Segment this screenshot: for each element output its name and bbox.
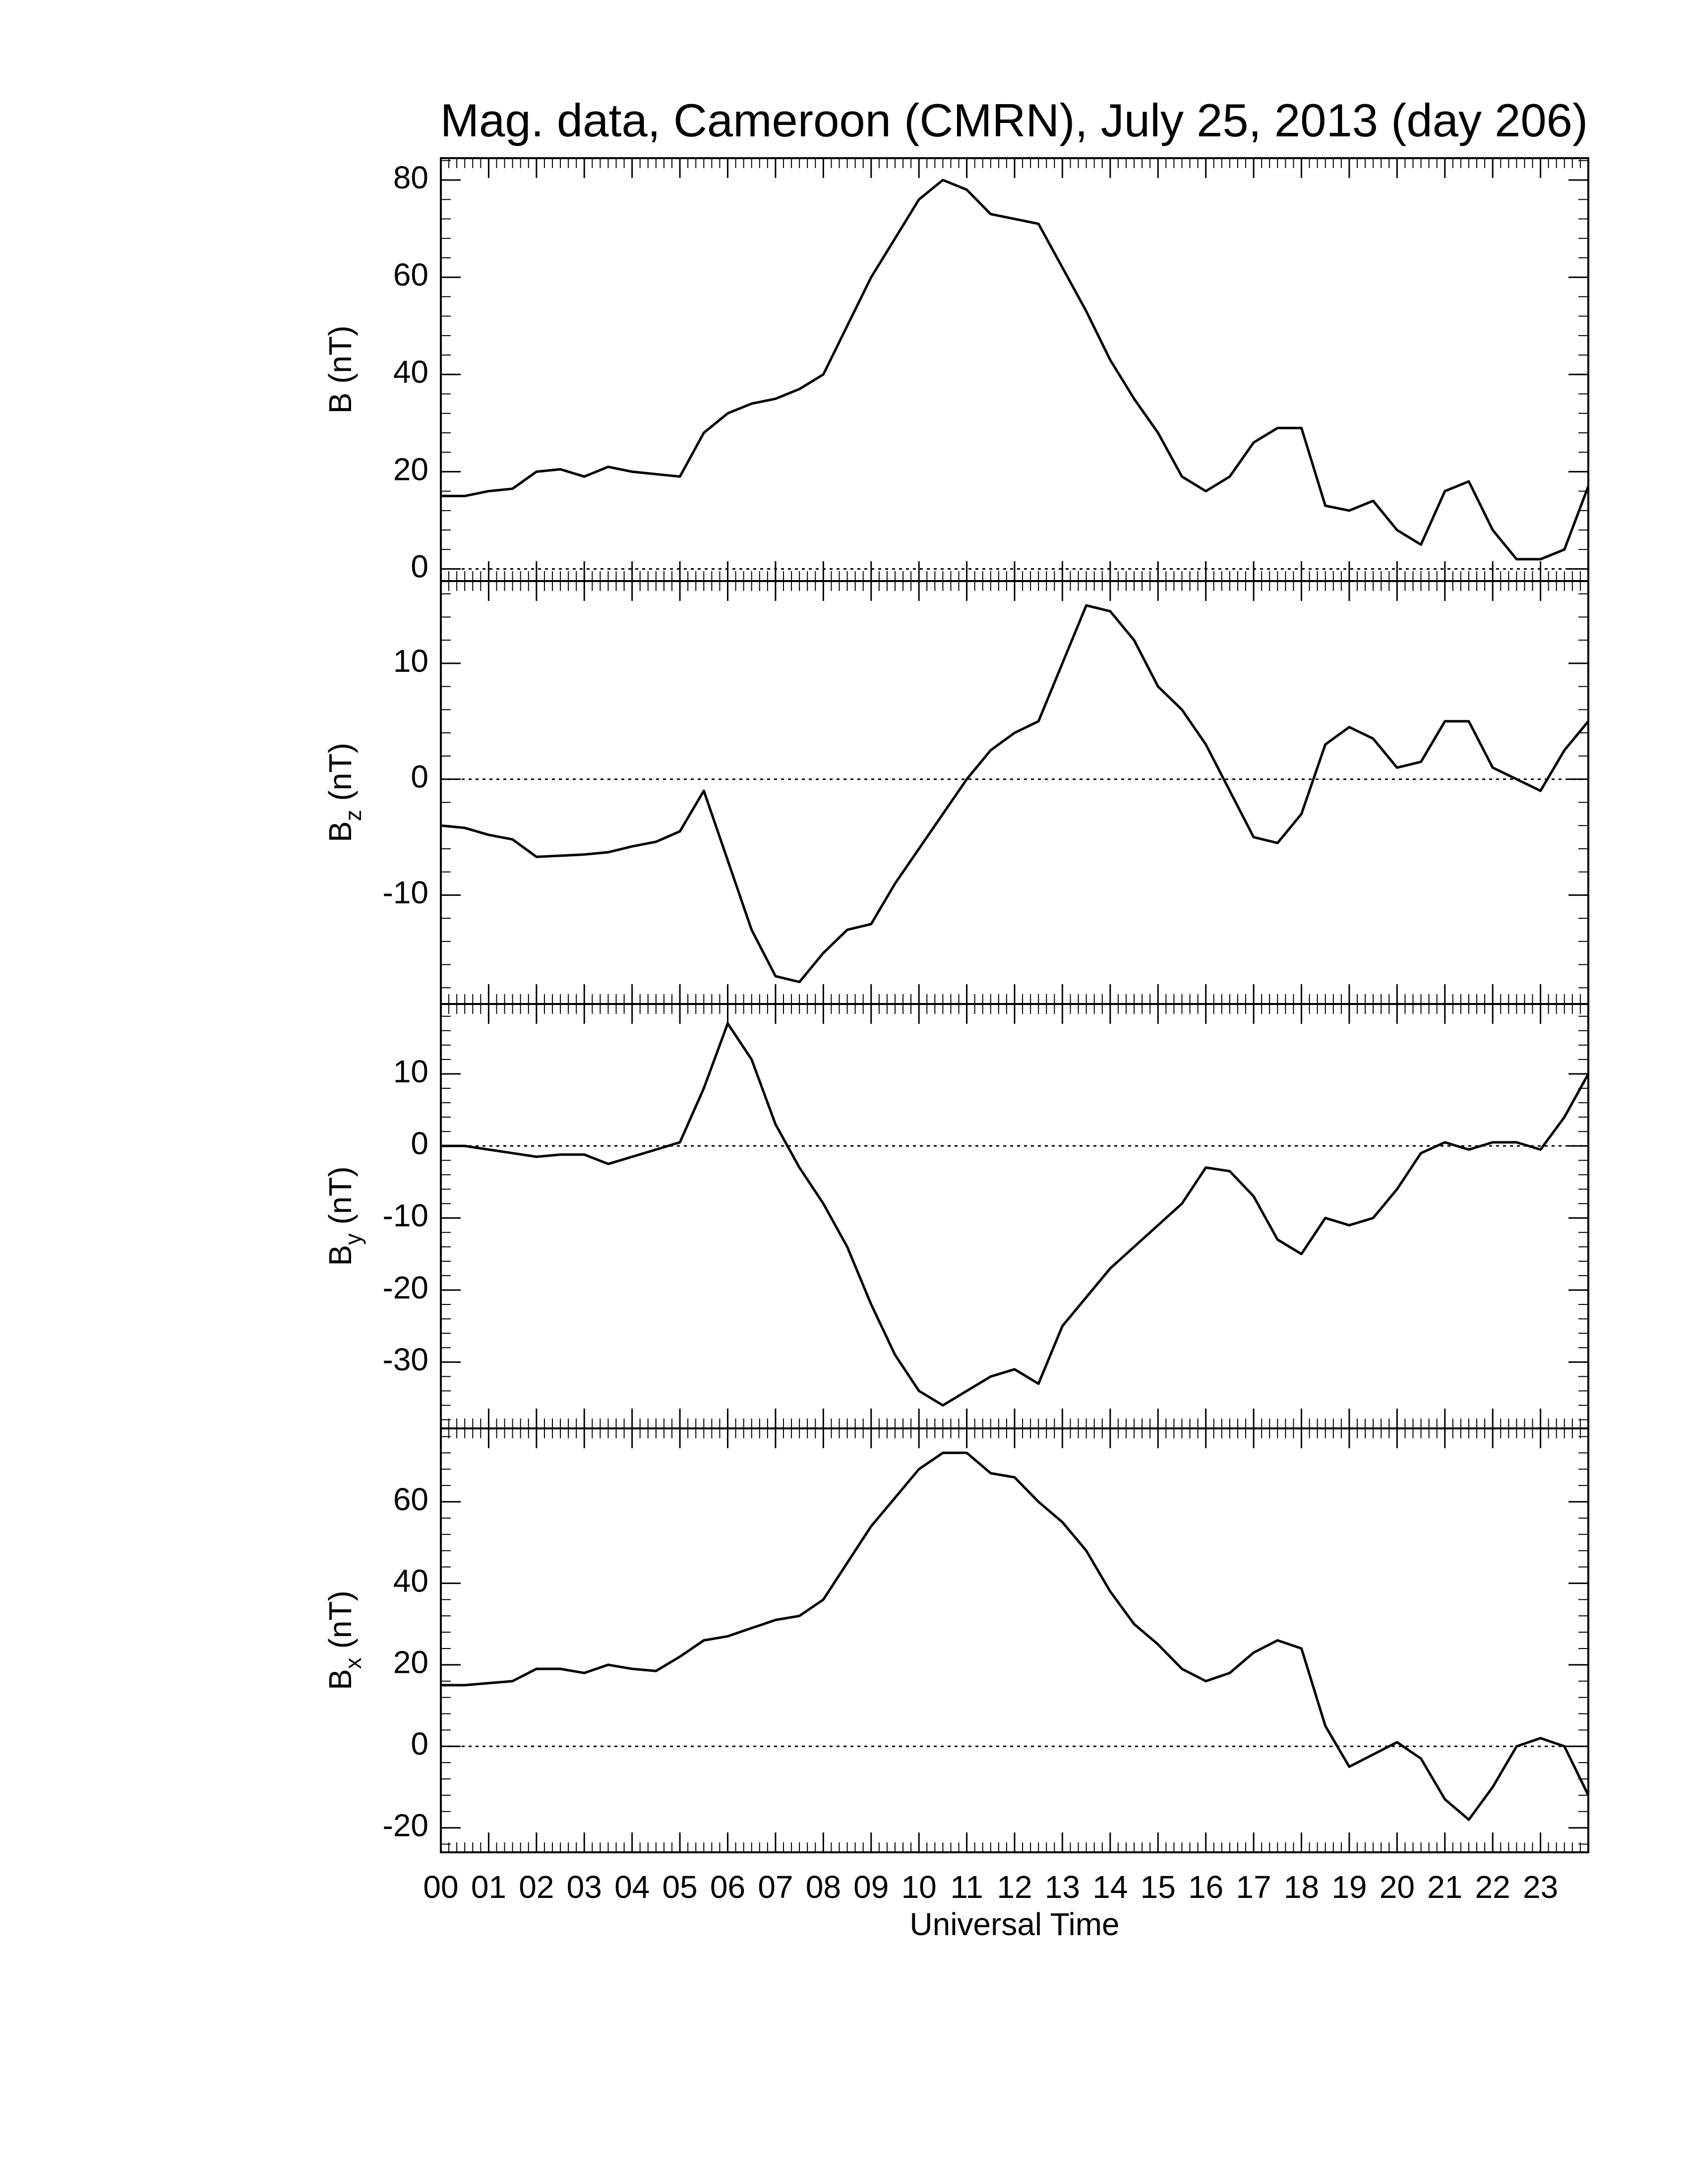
y-label-unit: (nT) bbox=[322, 1167, 358, 1225]
y-axis-label: By (nT) bbox=[322, 1167, 366, 1266]
x-tick-label: 22 bbox=[1475, 1869, 1510, 1905]
x-tick-label: 12 bbox=[997, 1869, 1032, 1905]
x-tick-label: 03 bbox=[567, 1869, 602, 1905]
x-tick-label: 01 bbox=[471, 1869, 506, 1905]
y-tick-label: 0 bbox=[411, 759, 428, 795]
y-label-unit: (nT) bbox=[322, 326, 358, 384]
x-tick-label: 02 bbox=[519, 1869, 554, 1905]
data-line bbox=[441, 1451, 1590, 1821]
y-tick-label: 0 bbox=[411, 1125, 428, 1161]
y-tick-label: -20 bbox=[383, 1808, 429, 1843]
y-label-space bbox=[322, 1649, 358, 1657]
y-axis-label: Bx (nT) bbox=[322, 1591, 366, 1690]
y-label-sub: z bbox=[340, 810, 366, 821]
x-tick-label: 14 bbox=[1092, 1869, 1128, 1905]
plot-frame bbox=[440, 580, 1589, 1005]
y-label-unit: (nT) bbox=[322, 1591, 358, 1649]
y-label-space bbox=[322, 801, 358, 810]
data-line bbox=[440, 604, 1589, 984]
y-label-sub: x bbox=[340, 1657, 366, 1669]
y-tick-label: -10 bbox=[383, 1198, 429, 1234]
data-line bbox=[441, 1022, 1590, 1407]
y-tick-label: 20 bbox=[393, 1645, 428, 1680]
plot-frame bbox=[440, 1427, 1589, 1853]
chart-title: Mag. data, Cameroon (CMRN), July 25, 201… bbox=[440, 94, 1588, 146]
y-tick-label: 10 bbox=[393, 643, 428, 679]
y-tick-label: 80 bbox=[393, 160, 428, 195]
x-tick-label: 15 bbox=[1141, 1869, 1176, 1905]
x-tick-label: 11 bbox=[950, 1869, 983, 1905]
y-label-sub: y bbox=[340, 1234, 366, 1245]
x-tick-label: 16 bbox=[1188, 1869, 1223, 1905]
y-tick-label: 40 bbox=[393, 1563, 428, 1598]
x-tick-label: 19 bbox=[1331, 1869, 1367, 1905]
y-tick-label: -30 bbox=[383, 1342, 429, 1377]
x-tick-label: 23 bbox=[1523, 1869, 1558, 1905]
x-tick-label: 04 bbox=[614, 1869, 650, 1905]
y-label-base: B bbox=[322, 821, 358, 842]
x-tick-label: 08 bbox=[806, 1869, 841, 1905]
y-tick-label: -20 bbox=[383, 1270, 429, 1305]
x-tick-label: 18 bbox=[1284, 1869, 1319, 1905]
x-tick-label: 09 bbox=[853, 1869, 889, 1905]
x-tick-label: 20 bbox=[1380, 1869, 1415, 1905]
x-tick-label: 07 bbox=[758, 1869, 793, 1905]
x-tick-label: 06 bbox=[710, 1869, 745, 1905]
y-tick-label: 0 bbox=[411, 1726, 428, 1762]
y-tick-label: 40 bbox=[393, 354, 428, 390]
x-tick-label: 21 bbox=[1427, 1869, 1462, 1905]
y-axis-label: B (nT) bbox=[322, 326, 358, 414]
y-tick-label: 0 bbox=[411, 548, 428, 584]
plot-frame bbox=[440, 1003, 1589, 1429]
plot-frame bbox=[440, 157, 1589, 582]
x-axis-label: Universal Time bbox=[909, 1906, 1119, 1942]
data-line bbox=[441, 178, 1590, 561]
x-tick-label: 00 bbox=[423, 1869, 458, 1905]
y-tick-label: 10 bbox=[393, 1054, 428, 1089]
x-tick-label: 17 bbox=[1236, 1869, 1271, 1905]
y-tick-label: 60 bbox=[393, 1481, 428, 1517]
y-label-space bbox=[322, 1225, 358, 1234]
y-label-base: B bbox=[322, 393, 358, 414]
x-tick-label: 05 bbox=[662, 1869, 697, 1905]
y-tick-label: -10 bbox=[383, 875, 429, 910]
y-tick-label: 60 bbox=[393, 257, 428, 293]
x-tick-label: 10 bbox=[902, 1869, 937, 1905]
y-label-base: B bbox=[322, 1245, 358, 1266]
y-label-base: B bbox=[322, 1669, 358, 1690]
y-tick-label: 20 bbox=[393, 451, 428, 487]
x-tick-label: 13 bbox=[1045, 1869, 1080, 1905]
y-axis-label: Bz (nT) bbox=[322, 743, 366, 842]
y-label-unit: (nT) bbox=[322, 743, 358, 801]
y-label-space bbox=[322, 384, 358, 393]
